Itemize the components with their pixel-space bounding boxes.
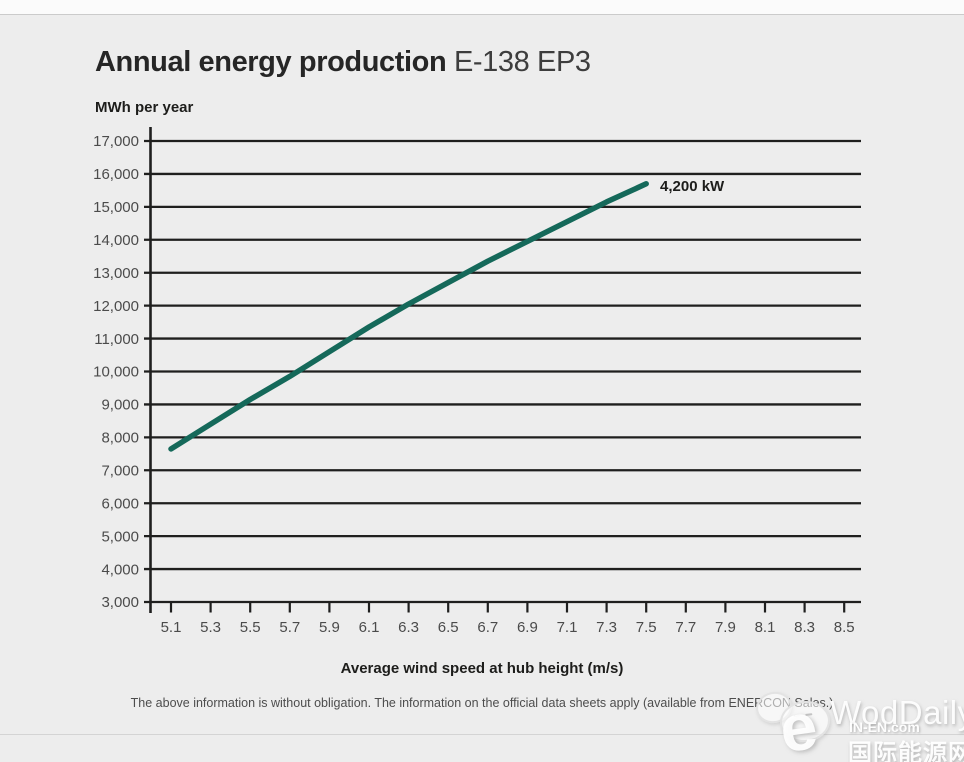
svg-text:5.1: 5.1: [161, 619, 182, 636]
svg-text:8.5: 8.5: [834, 619, 855, 636]
svg-text:5.5: 5.5: [240, 619, 261, 636]
svg-text:16,000: 16,000: [93, 166, 139, 183]
svg-text:6.5: 6.5: [438, 619, 459, 636]
y-tick-labels: 17,000 16,000 15,000 14,000 13,000 12,000 11,0…: [93, 133, 139, 611]
watermark-daily-text: WodDaily: [830, 694, 964, 731]
watermark-site-url: IN-EN.com: [849, 719, 920, 735]
svg-text:3,000: 3,000: [101, 594, 139, 611]
svg-text:6,000: 6,000: [101, 495, 139, 512]
svg-text:4,000: 4,000: [101, 561, 139, 578]
y-gridlines: [144, 139, 861, 604]
svg-text:7.5: 7.5: [636, 619, 657, 636]
series-annotation-4200kw: 4,200 kW: [660, 178, 725, 195]
svg-text:10,000: 10,000: [93, 364, 139, 381]
top-strip: [0, 0, 964, 15]
svg-text:6.9: 6.9: [517, 619, 538, 636]
svg-text:8.1: 8.1: [755, 619, 776, 636]
title-model: E-138 EP3: [453, 46, 591, 78]
svg-text:7.3: 7.3: [596, 619, 617, 636]
bottom-divider: [0, 734, 964, 735]
x-axis-title: Average wind speed at hub height (m/s): [340, 660, 624, 677]
watermark-site-chinese: 国际能源网: [848, 740, 964, 762]
svg-text:6.3: 6.3: [398, 619, 419, 636]
svg-text:7.9: 7.9: [715, 619, 736, 636]
svg-text:7,000: 7,000: [101, 462, 139, 479]
x-tick-labels: 5.1 5.3 5.5 5.7 5.9 6.1 6.3 6.5 6.7 6.9 7.1 7.3 7.5 7…: [161, 619, 855, 636]
svg-text:5.9: 5.9: [319, 619, 340, 636]
svg-text:5.7: 5.7: [279, 619, 300, 636]
svg-text:8.3: 8.3: [794, 619, 815, 636]
curve-4200kw: [168, 181, 649, 452]
page-title: Annual energy production E-138 EP3: [95, 46, 591, 79]
svg-text:5,000: 5,000: [101, 528, 139, 545]
x-ticks: [169, 602, 846, 613]
svg-text:6.7: 6.7: [477, 619, 498, 636]
svg-text:17,000: 17,000: [93, 133, 139, 150]
svg-text:11,000: 11,000: [94, 331, 139, 348]
svg-text:8,000: 8,000: [101, 430, 139, 447]
svg-text:12,000: 12,000: [93, 298, 139, 315]
title-main: Annual energy production: [95, 46, 447, 78]
footer-disclaimer: The above information is without obligat…: [130, 696, 834, 710]
y-axis-title: MWh per year: [95, 99, 194, 116]
svg-text:5.3: 5.3: [200, 619, 221, 636]
svg-text:15,000: 15,000: [93, 199, 139, 216]
svg-text:6.1: 6.1: [359, 619, 380, 636]
svg-text:9,000: 9,000: [101, 397, 139, 414]
svg-text:14,000: 14,000: [93, 232, 139, 249]
svg-text:7.7: 7.7: [675, 619, 696, 636]
svg-text:7.1: 7.1: [557, 619, 578, 636]
svg-text:13,000: 13,000: [93, 265, 139, 282]
